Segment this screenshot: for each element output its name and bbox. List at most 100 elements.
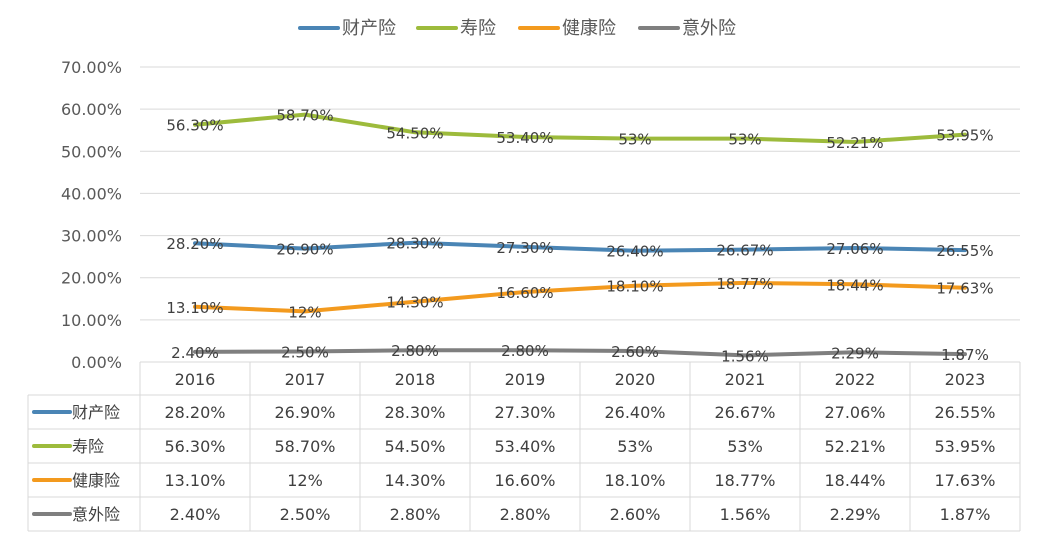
data-label: 54.50% [386,124,443,142]
data-label: 13.10% [166,299,223,317]
data-label: 58.70% [276,107,333,125]
y-tick-label: 10.00% [61,311,122,330]
data-label: 17.63% [936,280,993,298]
legend-label: 财产险 [342,18,396,39]
data-table: 2016 2017 2018 2019 2020 2021 2022 2023 财产险 28.20… [27,362,1021,532]
data-label: 2.80% [501,342,549,360]
legend-item[interactable]: 财产险 [298,18,396,39]
legend-item[interactable]: 意外险 [638,18,736,39]
y-tick-label: 0.00% [71,353,122,372]
row-label: 寿险 [72,437,104,456]
data-label: 2.29% [831,344,879,362]
row-label: 意外险 [72,505,120,524]
data-label: 26.40% [606,243,663,261]
row-label: 财产险 [72,403,120,422]
table-cell: 18.10% [604,471,665,490]
data-label: 18.44% [826,276,883,294]
data-label: 2.40% [171,344,219,362]
x-tick-label: 2023 [945,370,986,389]
table-cell: 53% [727,437,763,456]
series-line [193,112,967,144]
data-label: 14.30% [386,294,443,312]
legend-label: 寿险 [460,18,496,39]
data-label: 2.60% [611,343,659,361]
table-cell: 2.40% [170,505,221,524]
x-tick-label: 2022 [835,370,876,389]
table-cell: 12% [287,471,323,490]
table-cell: 26.55% [934,403,995,422]
table-cell: 52.21% [824,437,885,456]
data-label: 52.21% [826,134,883,152]
data-label: 2.50% [281,343,329,361]
x-tick-label: 2021 [725,370,766,389]
data-label: 53% [728,131,761,149]
table-cell: 2.80% [500,505,551,524]
table-cell: 2.29% [830,505,881,524]
legend-item[interactable]: 健康险 [518,18,616,39]
table-cell: 26.40% [604,403,665,422]
data-label: 27.06% [826,240,883,258]
table-cell: 1.87% [940,505,991,524]
table-cell: 2.60% [610,505,661,524]
table-cell: 56.30% [164,437,225,456]
x-tick-label: 2020 [615,370,656,389]
y-tick-label: 20.00% [61,269,122,288]
x-tick-label: 2017 [285,370,326,389]
legend-label: 意外险 [682,18,736,39]
data-label: 18.77% [716,275,773,293]
table-cell: 26.90% [274,403,335,422]
data-label: 16.60% [496,284,553,302]
data-label: 53% [618,131,651,149]
legend-item[interactable]: 寿险 [416,18,496,39]
legend-label: 健康险 [562,18,616,39]
data-label: 53.95% [936,127,993,145]
y-tick-label: 40.00% [61,184,122,203]
table-cell: 18.44% [824,471,885,490]
table-cell: 13.10% [164,471,225,490]
row-label: 健康险 [72,471,120,490]
data-label: 26.90% [276,241,333,259]
data-label: 26.67% [716,242,773,260]
table-cell: 14.30% [384,471,445,490]
table-cell: 16.60% [494,471,555,490]
table-row: 健康险 13.10% 12% 14.30% 16.60% 18.10% 18.77% 18.4… [32,471,996,490]
table-cell: 2.80% [390,505,441,524]
table-cell: 28.30% [384,403,445,422]
data-label: 53.40% [496,129,553,147]
data-label: 12% [288,303,321,321]
data-label: 2.80% [391,342,439,360]
chart-legend: 财产险 寿险 健康险 意外险 [298,18,736,39]
series-line [193,348,967,358]
x-tick-label: 2019 [505,370,546,389]
table-cell: 2.50% [280,505,331,524]
y-tick-label: 70.00% [61,58,122,77]
table-cell: 27.06% [824,403,885,422]
table-cell: 18.77% [714,471,775,490]
table-cell: 53.95% [934,437,995,456]
y-tick-label: 30.00% [61,227,122,246]
table-cell: 27.30% [494,403,555,422]
data-label: 1.87% [941,346,989,364]
data-label: 18.10% [606,278,663,296]
x-tick-label: 2016 [175,370,216,389]
y-tick-label: 50.00% [61,142,122,161]
data-label: 56.30% [166,117,223,135]
data-label: 28.30% [386,235,443,253]
table-cell: 1.56% [720,505,771,524]
table-cell: 53% [617,437,653,456]
table-cell: 54.50% [384,437,445,456]
series-line [193,240,967,253]
table-row: 意外险 2.40% 2.50% 2.80% 2.80% 2.60% 1.56% 2.29% 1.… [32,505,991,524]
table-cell: 58.70% [274,437,335,456]
data-label: 27.30% [496,239,553,257]
table-row: 寿险 56.30% 58.70% 54.50% 53.40% 53% 53% 52.21% 53… [32,437,996,456]
table-cell: 17.63% [934,471,995,490]
series-line [193,280,967,314]
data-label: 26.55% [936,242,993,260]
data-label: 28.20% [166,235,223,253]
table-row: 财产险 28.20% 26.90% 28.30% 27.30% 26.40% 26.67% 2… [32,403,996,422]
plot-area: 0.00% 10.00% 20.00% 30.00% 40.00% 50.00% 60.00… [61,58,1020,372]
table-cell: 26.67% [714,403,775,422]
table-cell: 53.40% [494,437,555,456]
